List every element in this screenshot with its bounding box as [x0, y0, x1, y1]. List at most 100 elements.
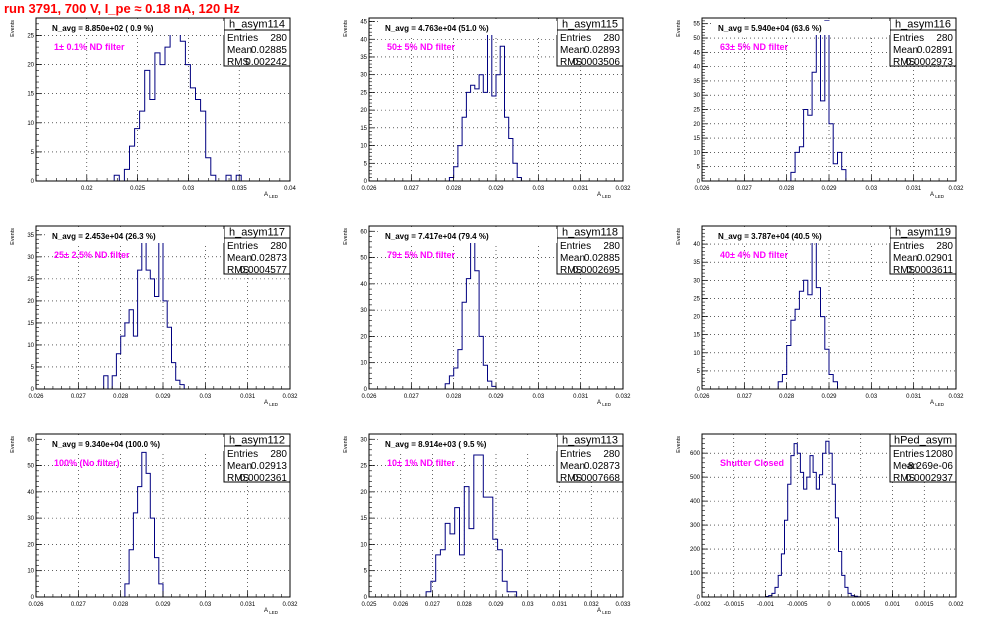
stats-box [556, 17, 624, 67]
stats-label: Entries [560, 241, 591, 252]
histogram-series [124, 451, 168, 598]
stats-title: h_asym117 [229, 227, 285, 239]
x-axis-title: A LED [597, 400, 612, 407]
y-axis-title: Events [676, 228, 682, 245]
y-tick-label: 35 [360, 55, 367, 61]
x-tick-label: 0.032 [948, 186, 964, 192]
navg-box [48, 437, 224, 451]
y-tick-label: 0 [697, 387, 701, 393]
y-tick-label: 40 [360, 282, 367, 288]
x-tick-label: 0.029 [488, 602, 504, 608]
y-tick-label: 5 [697, 165, 701, 171]
x-tick-label: -0.002 [693, 602, 711, 608]
stats-value: 0.02913 [251, 461, 288, 472]
x-axis-title: A LED [264, 400, 279, 407]
stats-box [889, 17, 957, 67]
navg-box [381, 437, 557, 451]
y-tick-label: 25 [27, 277, 34, 283]
y-axis-title: Events [343, 20, 349, 37]
y-tick-label: 0 [364, 595, 368, 601]
navg-text: N_avg = 2.453e+04 (26.3 %) [52, 232, 156, 241]
y-tick-label: 10 [360, 542, 367, 548]
stats-value: 280 [936, 33, 953, 44]
y-tick-label: 20 [27, 299, 34, 305]
y-axis-title: Events [676, 20, 682, 37]
stats-value: -8.269e-06 [905, 461, 954, 472]
histogram-panel: 0.026 0.027 0.028 0.029 0.03 0.031 0.032 0 10 20 3… [10, 433, 298, 615]
y-tick-label: 500 [690, 475, 701, 481]
stats-box [889, 433, 957, 483]
y-tick-label: 20 [360, 334, 367, 340]
y-tick-label: 40 [693, 65, 700, 71]
y-tick-label: 0 [364, 179, 368, 185]
x-tick-label: 0.026 [393, 602, 409, 608]
stats-box [223, 17, 291, 67]
x-tick-label: 0.03 [199, 394, 211, 400]
stats-label: Mean [227, 45, 252, 56]
y-tick-label: 15 [27, 321, 34, 327]
x-tick-label: 0.027 [404, 394, 420, 400]
stats-value: 0.0007668 [573, 473, 621, 484]
x-tick-label: 0.031 [906, 394, 922, 400]
x-tick-label: 0.028 [779, 394, 795, 400]
x-axis-title: A LED [597, 608, 612, 615]
x-tick-label: 0.027 [71, 394, 87, 400]
navg-box [381, 229, 557, 243]
stats-value: 0.02893 [584, 45, 621, 56]
y-tick-label: 50 [693, 36, 700, 42]
stats-box [223, 433, 291, 483]
y-tick-label: 10 [27, 343, 34, 349]
stats-value: 280 [270, 449, 287, 460]
y-tick-label: 5 [697, 369, 701, 375]
stats-box [889, 225, 957, 275]
y-tick-label: 40 [693, 242, 700, 248]
filter-note: 25± 2.5% ND filter [54, 250, 130, 260]
stats-title: h_asym114 [229, 19, 285, 31]
stats-label: Entries [560, 33, 591, 44]
x-tick-label: 0.029 [488, 394, 504, 400]
y-tick-label: 25 [693, 108, 700, 114]
x-tick-label: 0.029 [155, 602, 171, 608]
filter-note: 63± 5% ND filter [720, 42, 788, 52]
x-tick-label: 0.0005 [852, 602, 871, 608]
stats-value: 0.02885 [584, 253, 621, 264]
histogram-panel: 0.026 0.027 0.028 0.029 0.03 0.031 0.032 0 10 20 3… [343, 225, 631, 407]
navg-box [48, 21, 224, 35]
stats-label: Entries [227, 33, 258, 44]
x-tick-label: 0.028 [446, 186, 462, 192]
x-tick-label: 0.0015 [915, 602, 934, 608]
x-tick-label: 0.026 [28, 394, 44, 400]
stats-label: RMS [560, 473, 583, 484]
y-tick-label: 35 [27, 233, 34, 239]
stats-box [556, 225, 624, 275]
histogram-series [790, 20, 851, 182]
y-tick-label: 20 [693, 122, 700, 128]
y-tick-label: 30 [360, 73, 367, 79]
x-tick-label: 0.031 [552, 602, 568, 608]
stats-value: 280 [603, 449, 620, 460]
histogram-series [113, 23, 242, 182]
stats-value: 12080 [925, 449, 953, 460]
y-tick-label: 10 [693, 351, 700, 357]
x-tick-label: 0.026 [28, 602, 44, 608]
stats-value: 0.02873 [584, 461, 621, 472]
y-tick-label: 25 [360, 90, 367, 96]
stats-label: Mean [893, 45, 918, 56]
x-tick-label: 0.026 [361, 394, 377, 400]
x-tick-label: 0.025 [130, 186, 146, 192]
navg-box [714, 21, 890, 35]
stats-label: RMS [560, 57, 583, 68]
x-tick-label: 0.029 [155, 394, 171, 400]
x-tick-label: 0.031 [906, 186, 922, 192]
stats-label: Entries [227, 449, 258, 460]
y-tick-label: 0 [697, 179, 701, 185]
x-tick-label: 0.027 [71, 602, 87, 608]
stats-label: RMS [227, 265, 250, 276]
navg-text: N_avg = 9.340e+04 (100.0 %) [52, 440, 160, 449]
histogram-series [448, 28, 526, 182]
x-tick-label: 0.033 [615, 602, 631, 608]
y-tick-label: 5 [31, 150, 35, 156]
x-tick-label: 0 [827, 602, 831, 608]
navg-text: N_avg = 5.940e+04 (63.6 %) [718, 24, 822, 33]
stats-label: Mean [227, 253, 252, 264]
